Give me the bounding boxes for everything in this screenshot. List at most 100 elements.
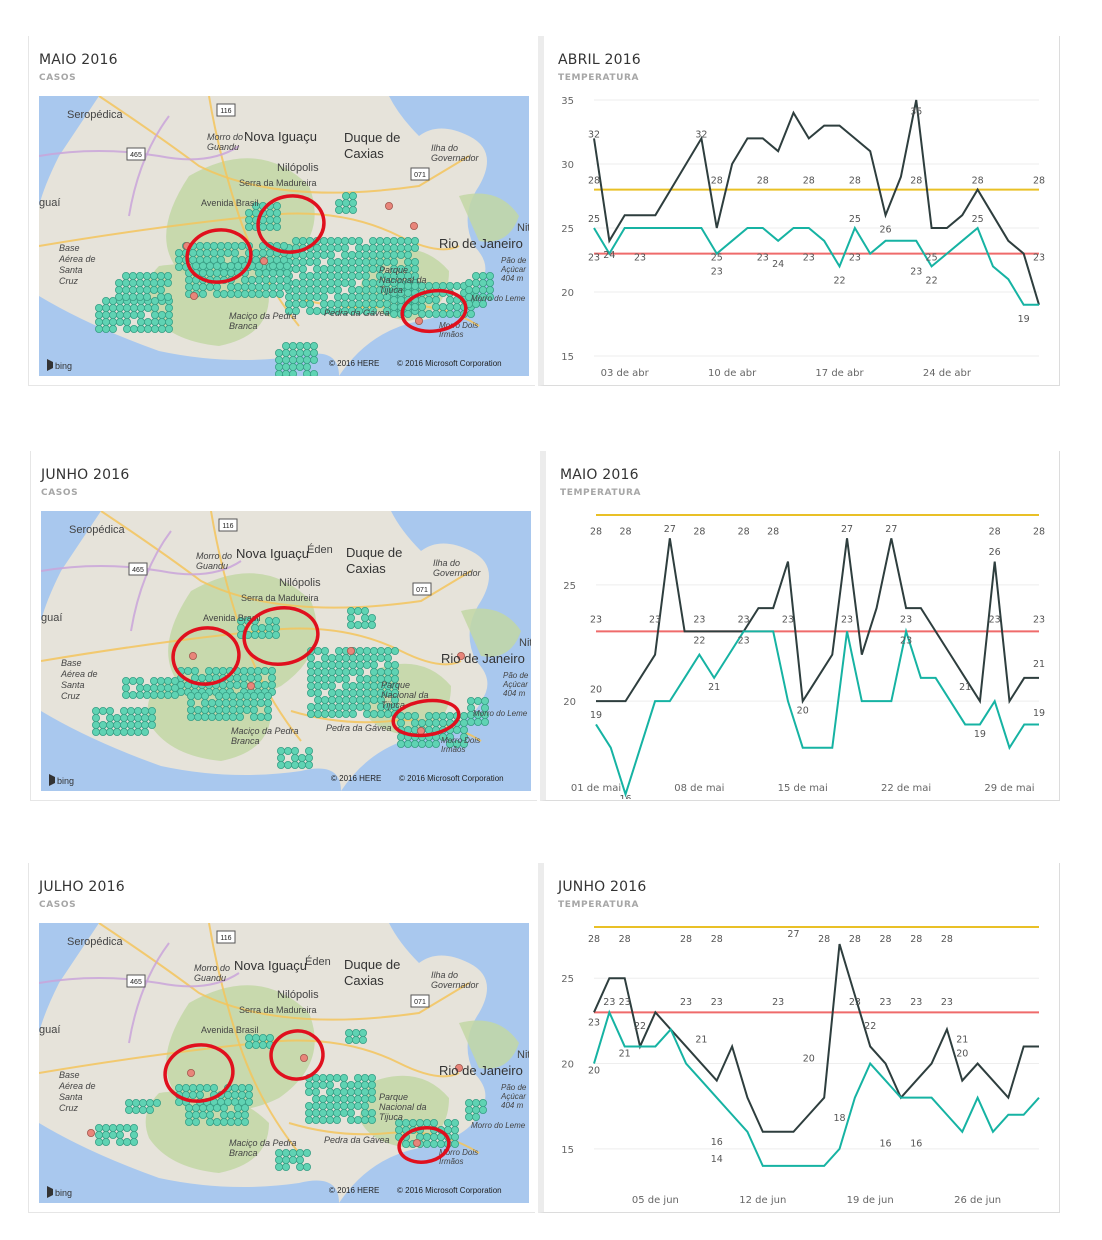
- series-line-min[interactable]: [595, 627, 1039, 798]
- case-dot: [212, 289, 221, 298]
- case-dot: [415, 1118, 424, 1127]
- case-dot: [143, 285, 152, 294]
- case-dot: [291, 264, 300, 273]
- case-dot: [164, 278, 173, 287]
- svg-text:Caxias: Caxias: [344, 973, 384, 988]
- svg-text:© 2016 Microsoft Corporation: © 2016 Microsoft Corporation: [397, 359, 502, 368]
- case-dot: [340, 236, 349, 245]
- case-dot: [348, 660, 357, 669]
- cases-map[interactable]: 116 465 071 Seropédica Morro do Guandu Nova Ig…: [39, 923, 529, 1203]
- series-line-max[interactable]: [593, 943, 1039, 1133]
- case-dot: [340, 264, 349, 273]
- chart-svg[interactable]: 15 20 25 30 35 03 de abr 10 de abr 17 de abr 24 …: [544, 96, 1059, 384]
- series-line-max[interactable]: [596, 538, 1039, 705]
- hotspot-circle: [269, 1029, 325, 1081]
- series-line-min[interactable]: [593, 225, 1039, 306]
- case-dot: [320, 695, 329, 704]
- case-dot: [362, 653, 371, 662]
- case-dot: [304, 1108, 313, 1117]
- case-dot: [347, 264, 356, 273]
- case-dot: [333, 285, 342, 294]
- case-dot: [99, 727, 108, 736]
- svg-text:Nilópolis: Nilópolis: [279, 577, 321, 589]
- case-dot: [212, 1117, 221, 1126]
- case-dot: [283, 760, 292, 769]
- series-line-max[interactable]: [593, 99, 1040, 306]
- case-dot: [375, 243, 384, 252]
- case-dot: [431, 295, 440, 304]
- case-dot: [258, 1041, 267, 1050]
- chart-svg[interactable]: 20 25 01 de mai 08 de mai 15 de mai 22 de mai…: [546, 511, 1059, 799]
- svg-text:Pedra da Gávea: Pedra da Gávea: [326, 723, 392, 733]
- case-dot: [109, 1130, 118, 1139]
- case-dot: [464, 278, 473, 287]
- svg-text:Tijuca: Tijuca: [379, 1112, 403, 1122]
- case-dot: [109, 310, 118, 319]
- case-dot: [191, 1117, 200, 1126]
- case-dot: [340, 292, 349, 301]
- case-dot: [346, 621, 355, 630]
- case-dot: [346, 1101, 355, 1110]
- case-dot: [239, 666, 248, 675]
- case-dot: [139, 1105, 148, 1114]
- hotspot-circle: [400, 288, 468, 334]
- cases-map[interactable]: 116 465 071 Seropédica Morro do Guandu Nova Ig…: [41, 511, 531, 791]
- case-dot: [360, 1087, 369, 1096]
- case-dot: [471, 1112, 480, 1121]
- data-label: 23: [649, 615, 661, 626]
- svg-text:bing: bing: [57, 776, 74, 786]
- svg-text:404 m: 404 m: [501, 1101, 524, 1110]
- case-dot: [282, 282, 291, 291]
- case-dot: [362, 660, 371, 669]
- cases-map[interactable]: 116 465 071 Seropédica Morro do Guandu Nova Ig…: [39, 96, 529, 376]
- case-dot: [137, 317, 146, 326]
- temperature-chart[interactable]: 15 20 25 05 de jun 12 de jun 19 de jun 26 de j…: [544, 923, 1059, 1211]
- hotspot-circles: [171, 606, 461, 738]
- case-dot: [246, 673, 255, 682]
- svg-text:Aérea de: Aérea de: [60, 669, 98, 679]
- case-dot: [319, 243, 328, 252]
- case-dot: [347, 292, 356, 301]
- series-line-min[interactable]: [593, 1009, 1040, 1167]
- map-copyright: © 2016 HERE © 2016 Microsoft Corporation: [331, 774, 504, 783]
- temperature-chart[interactable]: 20 25 01 de mai 08 de mai 15 de mai 22 de mai…: [546, 511, 1059, 799]
- case-dot: [191, 1110, 200, 1119]
- case-dot: [306, 660, 315, 669]
- case-dot: [130, 1130, 139, 1139]
- temperature-chart[interactable]: 15 20 25 30 35 03 de abr 10 de abr 17 de abr 24 …: [544, 96, 1059, 384]
- data-label: 25: [711, 252, 723, 263]
- case-dot: [355, 667, 364, 676]
- case-dot: [216, 241, 225, 250]
- case-dot: [368, 292, 377, 301]
- case-dot: [347, 285, 356, 294]
- case-dot: [151, 324, 160, 333]
- case-dot: [309, 348, 318, 357]
- data-label: 23: [757, 252, 769, 263]
- case-dot: [333, 299, 342, 308]
- case-dot: [249, 705, 258, 714]
- chart-subtitle: TEMPERATURA: [560, 488, 642, 498]
- case-dot: [214, 712, 223, 721]
- data-label: 20: [590, 685, 602, 696]
- case-dot: [265, 223, 274, 232]
- svg-text:Açúcar: Açúcar: [500, 265, 526, 274]
- case-dot: [302, 355, 311, 364]
- case-dot: [235, 691, 244, 700]
- case-dot: [297, 753, 306, 762]
- case-dot: [123, 324, 132, 333]
- case-dot: [485, 292, 494, 301]
- case-dot: [195, 1083, 204, 1092]
- case-dot: [191, 261, 200, 270]
- case-dot: [369, 688, 378, 697]
- chart-title: MAIO 2016: [560, 467, 639, 483]
- case-dot: [431, 281, 440, 290]
- case-dot: [403, 739, 412, 748]
- highway-shield: 071: [410, 167, 430, 181]
- chart-svg[interactable]: 15 20 25 05 de jun 12 de jun 19 de jun 26 de j…: [544, 923, 1059, 1211]
- hot-case-dot: [412, 1138, 421, 1147]
- case-dot: [106, 713, 115, 722]
